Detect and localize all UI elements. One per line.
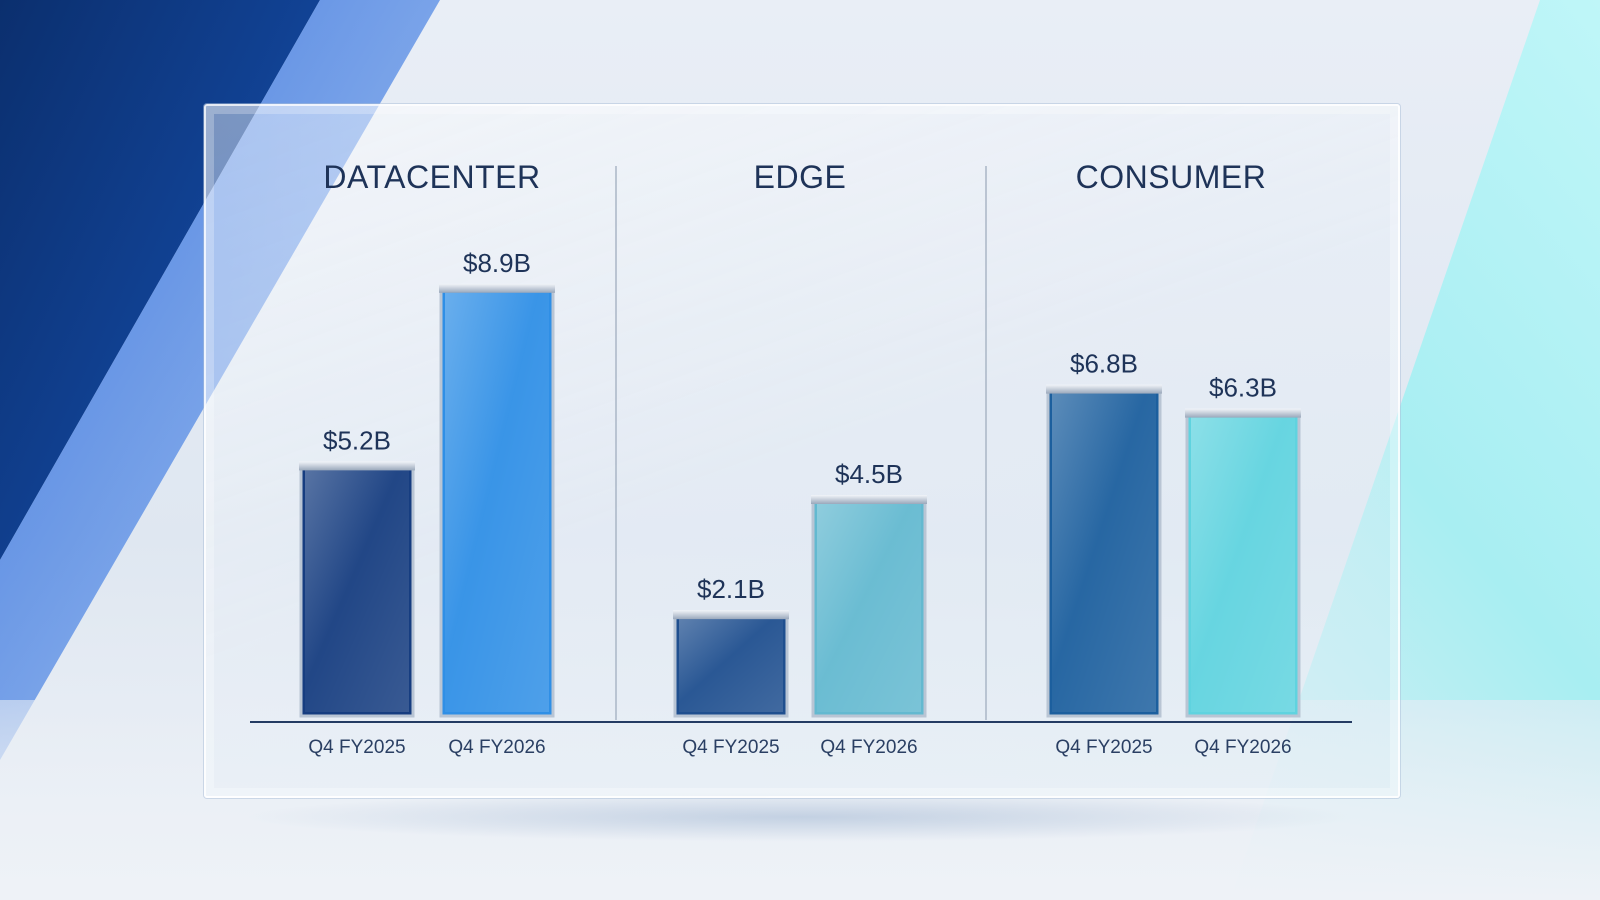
bar-cap-consumer-fy2025	[1046, 384, 1162, 394]
value-label-consumer-fy2026: $6.3B	[1209, 373, 1277, 403]
background-floor	[0, 700, 1600, 900]
tick-label-edge-fy2025: Q4 FY2025	[682, 737, 779, 758]
tick-label-consumer-fy2025: Q4 FY2025	[1055, 737, 1152, 758]
panel-shadow	[240, 792, 1360, 842]
bar-cap-datacenter-fy2026	[439, 283, 555, 293]
tick-label-datacenter-fy2025: Q4 FY2025	[308, 737, 405, 758]
value-label-datacenter-fy2026: $8.9B	[463, 248, 531, 278]
bar-glass-sheen-datacenter-fy2026	[445, 292, 549, 712]
tick-label-datacenter-fy2026: Q4 FY2026	[448, 737, 545, 758]
bar-glass-sheen-consumer-fy2025	[1052, 393, 1156, 712]
bar-glass-sheen-edge-fy2026	[817, 504, 921, 712]
tick-label-edge-fy2026: Q4 FY2026	[820, 737, 917, 758]
bar-cap-consumer-fy2026	[1185, 408, 1301, 418]
value-label-edge-fy2026: $4.5B	[835, 459, 903, 489]
value-label-datacenter-fy2025: $5.2B	[323, 425, 391, 455]
panel-title-edge: EDGE	[754, 159, 847, 195]
bar-glass-sheen-consumer-fy2026	[1191, 417, 1295, 712]
bar-cap-edge-fy2025	[673, 610, 789, 620]
bar-glass-sheen-edge-fy2025	[679, 619, 783, 712]
value-label-edge-fy2025: $2.1B	[697, 574, 765, 604]
panel-title-datacenter: DATACENTER	[323, 159, 540, 195]
bar-cap-edge-fy2026	[811, 495, 927, 504]
bar-cap-datacenter-fy2025	[299, 461, 415, 471]
value-label-consumer-fy2025: $6.8B	[1070, 349, 1138, 379]
bar-glass-sheen-datacenter-fy2025	[305, 470, 409, 712]
panel-title-consumer: CONSUMER	[1076, 159, 1267, 195]
tick-label-consumer-fy2026: Q4 FY2026	[1194, 737, 1291, 758]
